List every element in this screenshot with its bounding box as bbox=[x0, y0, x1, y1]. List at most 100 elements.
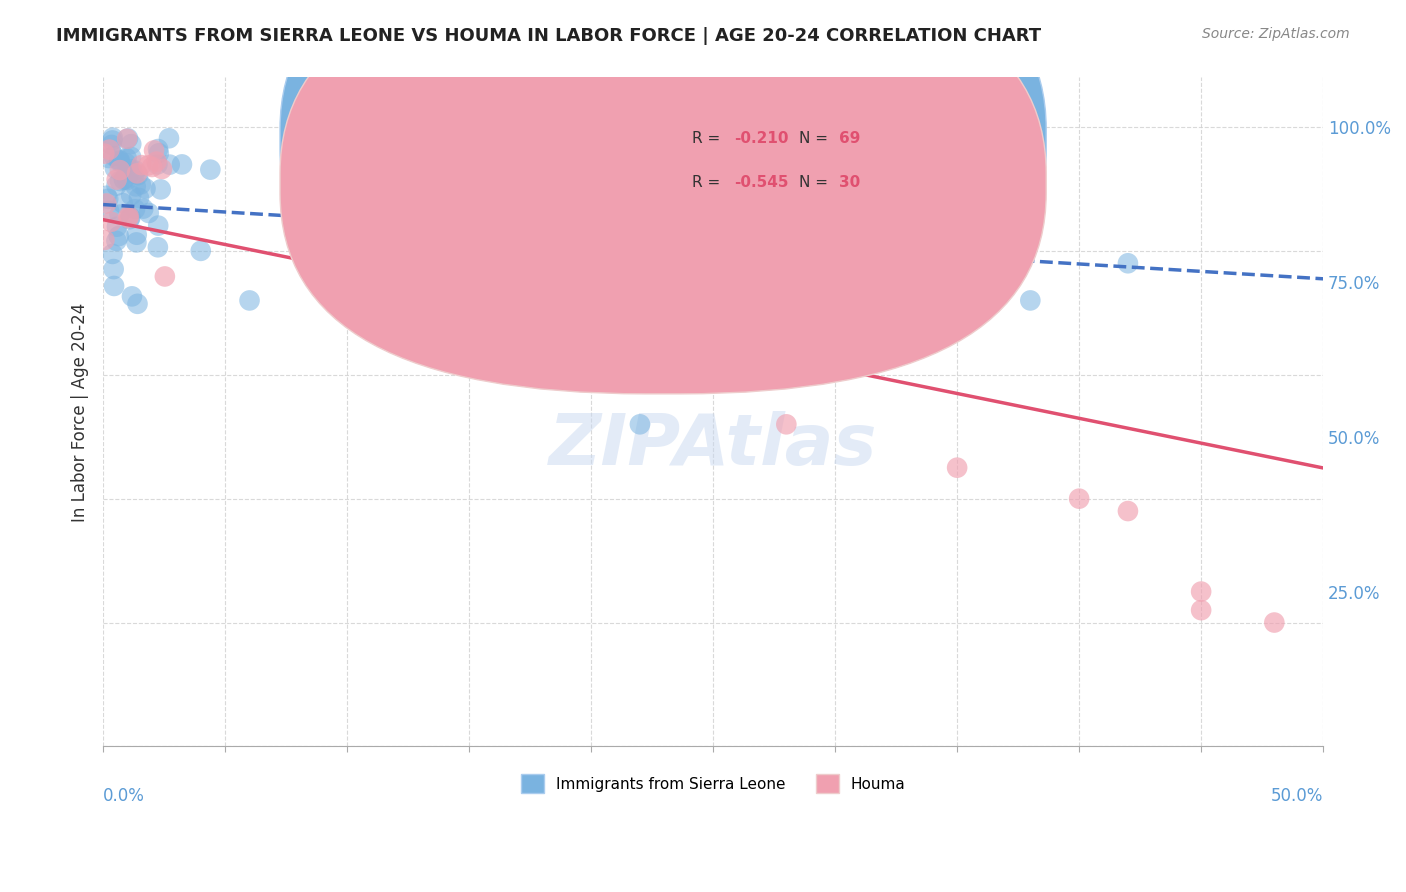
Point bbox=[190, 244, 212, 258]
Point bbox=[238, 293, 260, 308]
Point bbox=[115, 132, 138, 146]
Point bbox=[143, 144, 166, 158]
Text: R =: R = bbox=[692, 131, 725, 145]
Point bbox=[115, 151, 138, 165]
Point bbox=[146, 157, 169, 171]
Point bbox=[101, 247, 124, 261]
Point bbox=[138, 158, 160, 172]
Point bbox=[148, 146, 170, 161]
Text: 50.0%: 50.0% bbox=[1271, 787, 1323, 805]
Point bbox=[103, 262, 125, 277]
Point bbox=[120, 188, 142, 202]
Point bbox=[138, 206, 160, 220]
Point bbox=[115, 156, 138, 170]
Point bbox=[1189, 603, 1212, 617]
Point bbox=[105, 234, 128, 248]
Point bbox=[112, 172, 135, 186]
Point bbox=[159, 158, 181, 172]
Text: 69: 69 bbox=[839, 131, 860, 145]
Point bbox=[117, 131, 139, 145]
Point bbox=[385, 275, 408, 289]
Point bbox=[150, 161, 173, 176]
Point bbox=[118, 212, 141, 227]
Point bbox=[148, 219, 170, 233]
Y-axis label: In Labor Force | Age 20-24: In Labor Force | Age 20-24 bbox=[72, 302, 89, 522]
Point bbox=[98, 143, 121, 157]
Point bbox=[157, 131, 180, 145]
Point bbox=[146, 240, 169, 254]
Point bbox=[117, 211, 139, 225]
Point bbox=[120, 137, 142, 152]
Point bbox=[775, 417, 797, 432]
Point bbox=[1069, 491, 1091, 506]
Point bbox=[145, 154, 167, 169]
Point bbox=[1019, 293, 1042, 308]
FancyBboxPatch shape bbox=[280, 0, 1046, 394]
Point bbox=[111, 196, 134, 211]
Point bbox=[120, 162, 142, 177]
Point bbox=[96, 188, 118, 202]
Point bbox=[1116, 504, 1139, 518]
Point bbox=[775, 368, 797, 382]
Point bbox=[108, 153, 131, 167]
Text: N =: N = bbox=[799, 175, 832, 190]
Point bbox=[97, 151, 120, 165]
Point bbox=[105, 178, 128, 193]
Point bbox=[153, 269, 176, 284]
Point bbox=[101, 133, 124, 147]
Point bbox=[170, 157, 193, 171]
Point bbox=[458, 244, 481, 258]
Text: 0.0%: 0.0% bbox=[103, 787, 145, 805]
Point bbox=[531, 293, 554, 308]
Point bbox=[125, 235, 148, 250]
Point bbox=[128, 191, 150, 205]
Point bbox=[108, 174, 131, 188]
Point bbox=[124, 202, 146, 217]
Text: -0.545: -0.545 bbox=[734, 175, 789, 190]
Point bbox=[108, 154, 131, 169]
Text: Source: ZipAtlas.com: Source: ZipAtlas.com bbox=[1202, 27, 1350, 41]
Point bbox=[127, 168, 149, 182]
Point bbox=[108, 208, 131, 222]
Point bbox=[115, 173, 138, 187]
Point bbox=[134, 181, 156, 195]
Point bbox=[628, 368, 651, 382]
Point bbox=[1189, 584, 1212, 599]
Point bbox=[125, 227, 148, 242]
Point bbox=[98, 203, 121, 218]
Text: IMMIGRANTS FROM SIERRA LEONE VS HOUMA IN LABOR FORCE | AGE 20-24 CORRELATION CHA: IMMIGRANTS FROM SIERRA LEONE VS HOUMA IN… bbox=[56, 27, 1042, 45]
Point bbox=[200, 162, 222, 177]
Point bbox=[124, 167, 146, 181]
Point bbox=[97, 192, 120, 206]
Point bbox=[873, 318, 896, 333]
Point bbox=[93, 146, 115, 161]
Point bbox=[103, 279, 125, 293]
Point bbox=[121, 289, 143, 303]
Point bbox=[129, 178, 152, 192]
Point bbox=[100, 137, 122, 152]
Point bbox=[117, 209, 139, 223]
Text: 30: 30 bbox=[839, 175, 860, 190]
Text: R =: R = bbox=[692, 175, 725, 190]
Point bbox=[385, 275, 408, 289]
Point bbox=[120, 211, 142, 225]
Point bbox=[146, 142, 169, 156]
Point bbox=[531, 306, 554, 320]
Point bbox=[149, 182, 172, 196]
Point bbox=[127, 166, 149, 180]
Point bbox=[101, 130, 124, 145]
Point bbox=[120, 150, 142, 164]
Point bbox=[458, 355, 481, 369]
Point bbox=[141, 160, 163, 174]
Point bbox=[108, 163, 131, 178]
Point bbox=[287, 213, 309, 227]
Point bbox=[628, 417, 651, 432]
Text: -0.210: -0.210 bbox=[734, 131, 789, 145]
Point bbox=[131, 158, 153, 172]
Point bbox=[107, 229, 129, 244]
Point bbox=[127, 297, 149, 311]
Point bbox=[112, 172, 135, 186]
Point bbox=[125, 179, 148, 194]
Point bbox=[946, 460, 969, 475]
Point bbox=[124, 163, 146, 178]
